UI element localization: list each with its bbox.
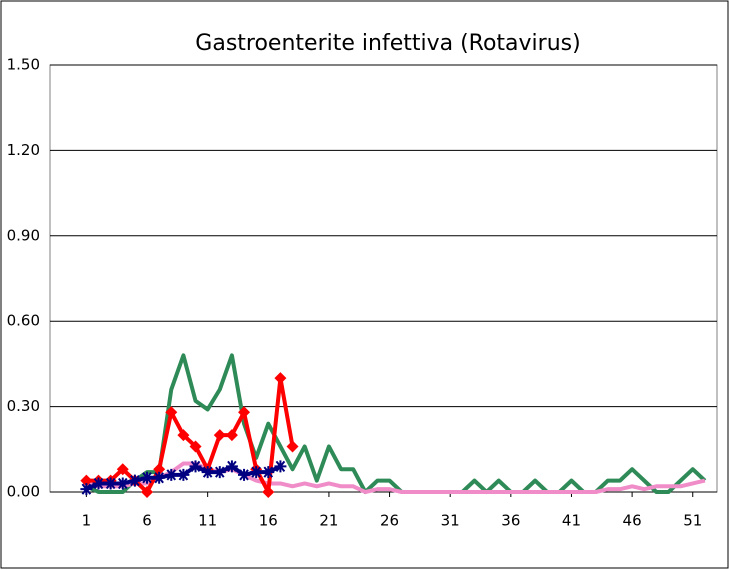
marker (189, 460, 202, 473)
y-tick-label: 0.30 (7, 397, 40, 415)
marker (165, 406, 178, 419)
x-tick-label: 36 (501, 512, 520, 530)
marker (262, 486, 275, 498)
marker (165, 468, 178, 481)
y-tick-label: 0.90 (7, 226, 40, 244)
marker (262, 466, 275, 479)
x-tick-label: 46 (623, 512, 642, 530)
marker (177, 468, 190, 481)
marker (189, 440, 202, 453)
marker (213, 466, 226, 479)
marker (80, 474, 93, 487)
marker (116, 477, 129, 490)
marker (250, 466, 263, 479)
series-line (85, 461, 706, 494)
x-tick-label: 26 (380, 512, 399, 530)
y-tick-label: 1.20 (7, 141, 40, 159)
x-tick-label: 1 (82, 512, 92, 530)
x-tick-label: 6 (142, 512, 152, 530)
marker (225, 460, 238, 473)
y-tick-label: 0.60 (7, 312, 40, 330)
x-tick-label: 21 (319, 512, 338, 530)
marker (153, 471, 166, 484)
chart-title: Gastroenterite infettiva (Rotavirus) (195, 31, 580, 56)
x-tick-label: 16 (259, 512, 278, 530)
x-tick-label: 11 (198, 512, 217, 530)
marker (92, 477, 105, 490)
marker (213, 429, 226, 442)
marker (201, 466, 214, 479)
marker (177, 429, 190, 442)
marker (238, 406, 251, 419)
marker (274, 460, 287, 473)
marker (286, 440, 299, 453)
marker (153, 463, 166, 476)
marker (80, 483, 93, 496)
marker (238, 468, 251, 481)
marker (128, 474, 141, 487)
x-tick-label: 51 (683, 512, 702, 530)
x-tick-label: 31 (441, 512, 460, 530)
marker (141, 471, 154, 484)
y-tick-label: 0.00 (7, 483, 40, 501)
series-line (85, 353, 707, 494)
marker (116, 463, 129, 476)
marker (225, 429, 238, 442)
marker (274, 372, 287, 385)
marker (104, 477, 117, 490)
y-tick-label: 1.50 (7, 56, 40, 74)
marker (141, 486, 154, 498)
x-tick-label: 41 (562, 512, 581, 530)
